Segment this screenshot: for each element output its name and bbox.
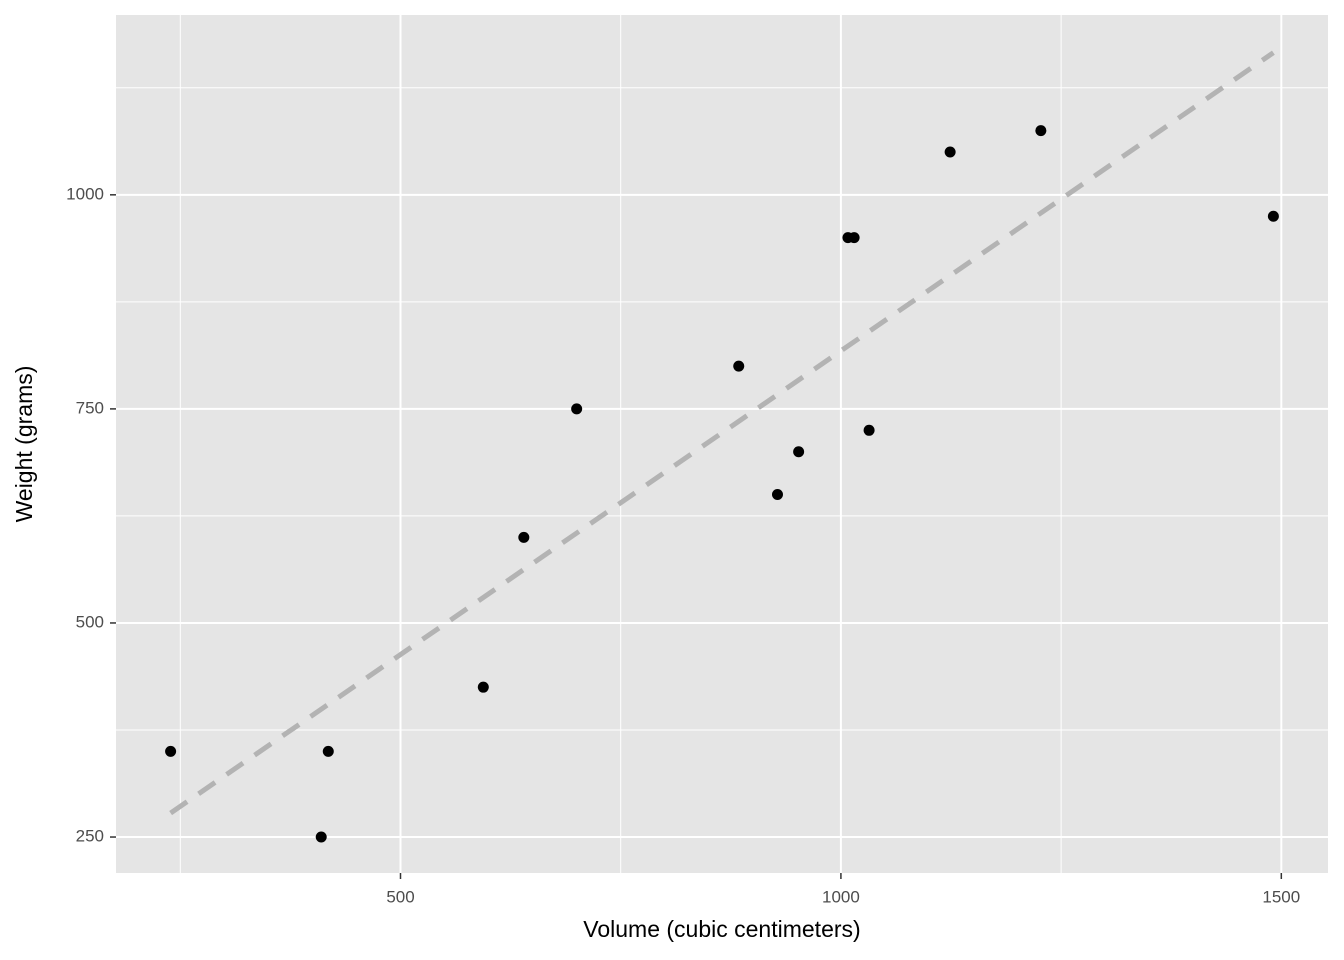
panel: [116, 15, 1328, 873]
point: [315, 831, 327, 843]
point: [1035, 125, 1047, 137]
x-tick-label: 500: [386, 887, 414, 906]
point: [944, 146, 956, 158]
point: [793, 446, 805, 458]
trend-line: [169, 50, 1275, 816]
point: [1267, 210, 1279, 222]
point: [165, 745, 177, 757]
point: [477, 681, 489, 693]
x-axis-title: Volume (cubic centimeters): [583, 916, 860, 942]
x-tick-label: 1500: [1262, 887, 1300, 906]
y-tick-label: 250: [76, 827, 104, 846]
point: [733, 360, 745, 372]
y-tick-label: 500: [76, 612, 104, 631]
y-tick-label: 1000: [66, 184, 104, 203]
y-tick-label: 750: [76, 398, 104, 417]
point: [322, 745, 334, 757]
y-axis-title: Weight (grams): [11, 366, 37, 523]
point: [518, 531, 530, 543]
point: [771, 489, 783, 501]
point: [863, 424, 875, 436]
x-tick-label: 1000: [822, 887, 860, 906]
point: [848, 232, 860, 244]
point: [571, 403, 583, 415]
